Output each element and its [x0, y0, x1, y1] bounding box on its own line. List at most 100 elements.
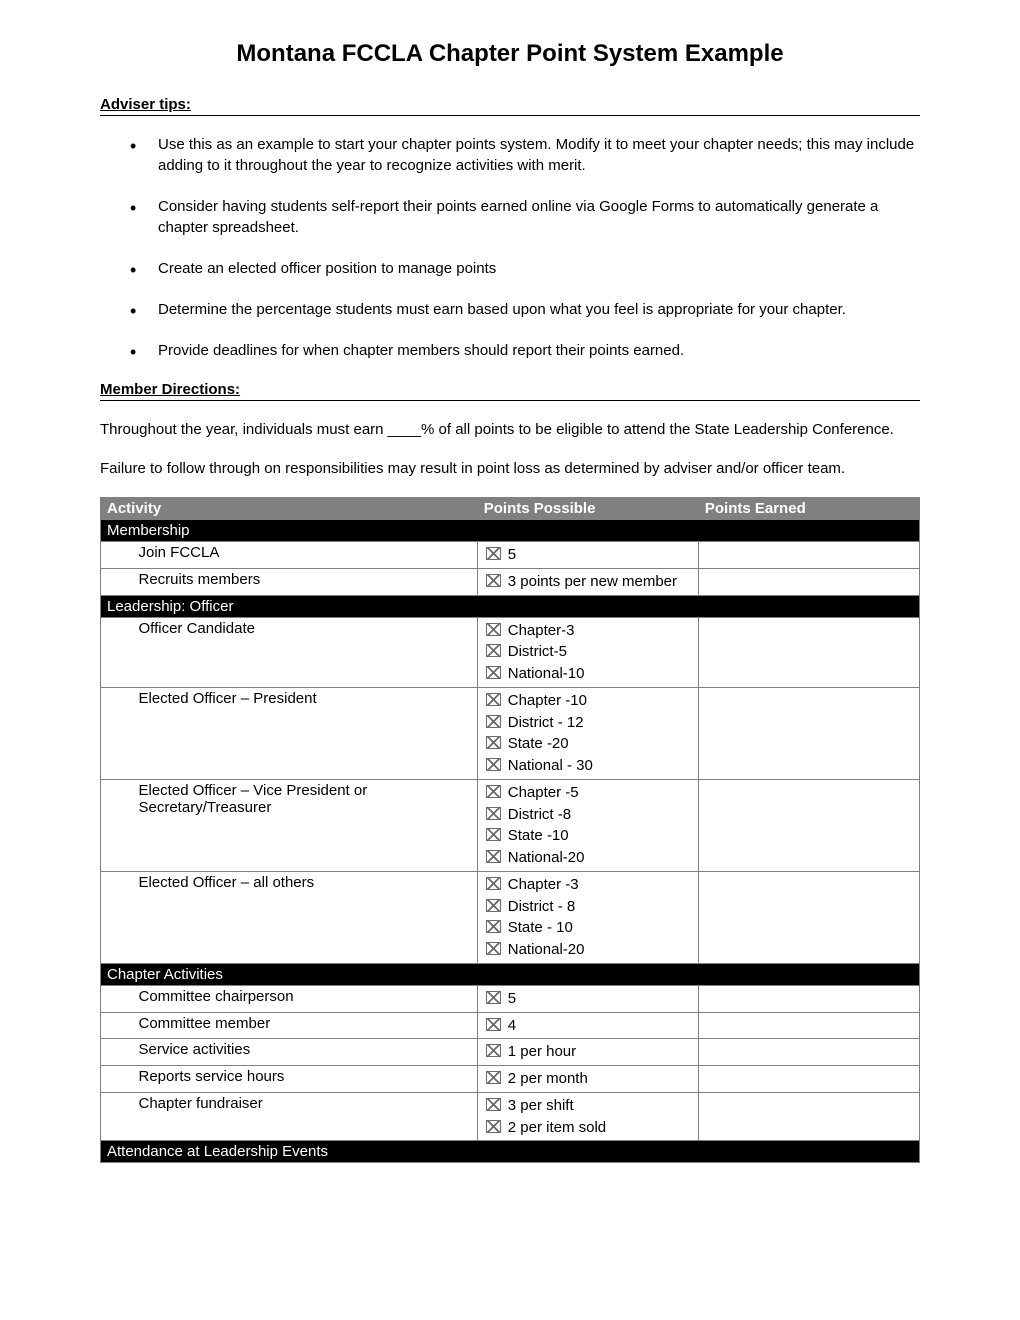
col-points-earned-header: Points Earned	[698, 498, 919, 520]
points-item: State -10	[484, 825, 692, 847]
activity-cell: Reports service hours	[133, 1066, 478, 1093]
points-item: National - 30	[484, 755, 692, 777]
table-row: Recruits members 3 points per new member	[101, 568, 920, 595]
points-item: 4	[484, 1015, 692, 1037]
table-row: Committee chairperson 5	[101, 985, 920, 1012]
table-row: Elected Officer – Vice President or Secr…	[101, 779, 920, 871]
points-earned-cell	[698, 871, 919, 963]
points-possible-cell: 5	[477, 542, 698, 569]
table-section-row: Chapter Activities	[101, 963, 920, 985]
row-indent-cell	[101, 871, 133, 963]
points-item: 5	[484, 544, 692, 566]
list-item: Determine the percentage students must e…	[130, 299, 920, 320]
row-indent-cell	[101, 779, 133, 871]
row-indent-cell	[101, 1012, 133, 1039]
col-activity-header: Activity	[101, 498, 478, 520]
row-indent-cell	[101, 617, 133, 687]
points-item: District - 8	[484, 896, 692, 918]
points-earned-cell	[698, 568, 919, 595]
points-item: Chapter -10	[484, 690, 692, 712]
table-section-title: Leadership: Officer	[101, 595, 920, 617]
points-item: District -8	[484, 804, 692, 826]
table-row: Join FCCLA 5	[101, 542, 920, 569]
activity-cell: Elected Officer – Vice President or Secr…	[133, 779, 478, 871]
points-item: State - 10	[484, 917, 692, 939]
activity-cell: Recruits members	[133, 568, 478, 595]
points-earned-cell	[698, 1066, 919, 1093]
points-earned-cell	[698, 1092, 919, 1141]
points-earned-cell	[698, 1039, 919, 1066]
table-row: Elected Officer – PresidentChapter -10Di…	[101, 687, 920, 779]
points-possible-cell: 5	[477, 985, 698, 1012]
row-indent-cell	[101, 1039, 133, 1066]
points-item: 2 per item sold	[484, 1117, 692, 1139]
points-item: 1 per hour	[484, 1041, 692, 1063]
points-item: Chapter -5	[484, 782, 692, 804]
table-row: Officer CandidateChapter-3District-5Nati…	[101, 617, 920, 687]
row-indent-cell	[101, 985, 133, 1012]
row-indent-cell	[101, 687, 133, 779]
points-item: District-5	[484, 641, 692, 663]
activity-cell: Service activities	[133, 1039, 478, 1066]
table-section-title: Attendance at Leadership Events	[101, 1141, 920, 1163]
points-possible-cell: Chapter -10District - 12State -20Nationa…	[477, 687, 698, 779]
table-section-row: Leadership: Officer	[101, 595, 920, 617]
points-earned-cell	[698, 985, 919, 1012]
activity-cell: Committee member	[133, 1012, 478, 1039]
points-item: National-20	[484, 847, 692, 869]
points-item: 3 per shift	[484, 1095, 692, 1117]
table-row: Service activities 1 per hour	[101, 1039, 920, 1066]
row-indent-cell	[101, 568, 133, 595]
table-section-title: Chapter Activities	[101, 963, 920, 985]
table-row: Reports service hours 2 per month	[101, 1066, 920, 1093]
points-item: State -20	[484, 733, 692, 755]
row-indent-cell	[101, 542, 133, 569]
member-directions-p1: Throughout the year, individuals must ea…	[100, 419, 920, 440]
page-title: Montana FCCLA Chapter Point System Examp…	[100, 40, 920, 68]
points-possible-cell: 3 per shift2 per item sold	[477, 1092, 698, 1141]
activity-cell: Chapter fundraiser	[133, 1092, 478, 1141]
points-earned-cell	[698, 687, 919, 779]
list-item: Create an elected officer position to ma…	[130, 258, 920, 279]
list-item: Consider having students self-report the…	[130, 196, 920, 238]
points-item: 5	[484, 988, 692, 1010]
activity-cell: Elected Officer – all others	[133, 871, 478, 963]
activity-cell: Elected Officer – President	[133, 687, 478, 779]
points-earned-cell	[698, 1012, 919, 1039]
list-item: Use this as an example to start your cha…	[130, 134, 920, 176]
row-indent-cell	[101, 1092, 133, 1141]
table-header-row: Activity Points Possible Points Earned	[101, 498, 920, 520]
list-item: Provide deadlines for when chapter membe…	[130, 340, 920, 361]
points-possible-cell: 4	[477, 1012, 698, 1039]
table-section-title: Membership	[101, 520, 920, 542]
points-item: 2 per month	[484, 1068, 692, 1090]
table-row: Elected Officer – all othersChapter -3Di…	[101, 871, 920, 963]
points-possible-cell: Chapter -5District -8State -10National-2…	[477, 779, 698, 871]
points-item: Chapter-3	[484, 620, 692, 642]
activity-cell: Officer Candidate	[133, 617, 478, 687]
points-item: District - 12	[484, 712, 692, 734]
table-row: Committee member 4	[101, 1012, 920, 1039]
points-earned-cell	[698, 542, 919, 569]
activity-cell: Committee chairperson	[133, 985, 478, 1012]
col-points-possible-header: Points Possible	[477, 498, 698, 520]
points-item: Chapter -3	[484, 874, 692, 896]
points-item: National-20	[484, 939, 692, 961]
table-section-row: Membership	[101, 520, 920, 542]
activity-cell: Join FCCLA	[133, 542, 478, 569]
points-possible-cell: Chapter-3District-5National-10	[477, 617, 698, 687]
points-item: 3 points per new member	[484, 571, 692, 593]
points-possible-cell: Chapter -3District - 8State - 10National…	[477, 871, 698, 963]
points-earned-cell	[698, 617, 919, 687]
points-table: Activity Points Possible Points Earned M…	[100, 497, 920, 1163]
table-section-row: Attendance at Leadership Events	[101, 1141, 920, 1163]
row-indent-cell	[101, 1066, 133, 1093]
member-directions-heading: Member Directions:	[100, 381, 920, 401]
points-possible-cell: 3 points per new member	[477, 568, 698, 595]
adviser-tips-list: Use this as an example to start your cha…	[130, 134, 920, 361]
points-earned-cell	[698, 779, 919, 871]
points-possible-cell: 2 per month	[477, 1066, 698, 1093]
member-directions-p2: Failure to follow through on responsibil…	[100, 458, 920, 479]
points-possible-cell: 1 per hour	[477, 1039, 698, 1066]
adviser-tips-heading: Adviser tips:	[100, 96, 920, 116]
